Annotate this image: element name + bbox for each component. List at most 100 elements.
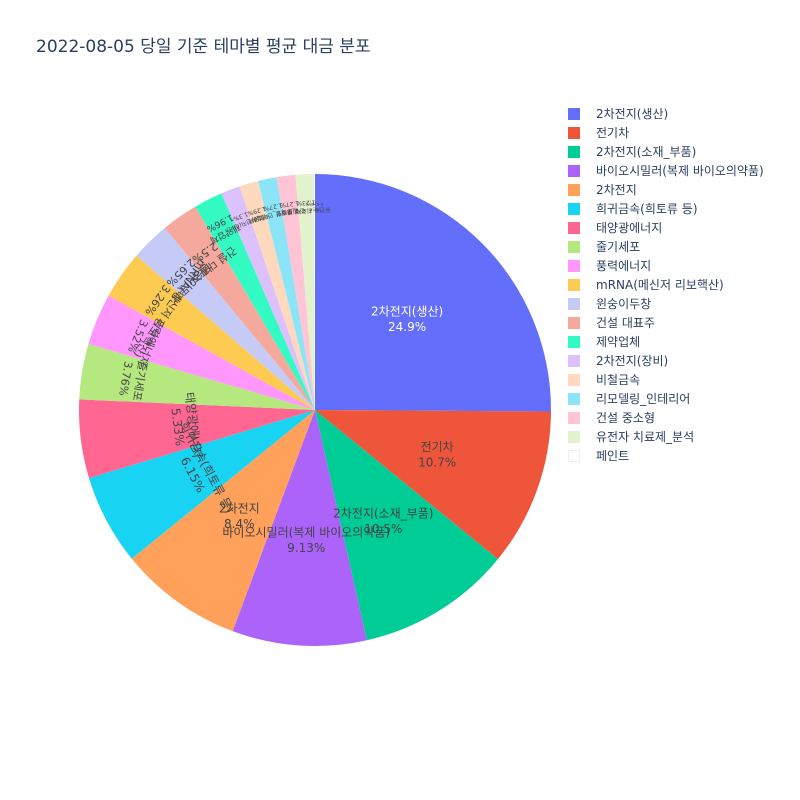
legend-swatch xyxy=(568,164,580,177)
slice-label-name: 유전자 치료제_분석 xyxy=(282,206,331,216)
legend-item[interactable]: 바이오시밀러(복제 바이오의약품) xyxy=(568,161,764,180)
legend-label: 유전자 치료제_분석 xyxy=(596,430,695,444)
legend-item[interactable]: 유전자 치료제_분석 xyxy=(568,427,764,446)
legend-label: 희귀금속(희토류 등) xyxy=(596,202,698,216)
legend-swatch xyxy=(568,373,580,386)
legend-label: 윈숭이두창 xyxy=(596,297,652,311)
legend-item[interactable]: 2차전지(장비) xyxy=(568,351,764,370)
legend-item[interactable]: 풍력에너지 xyxy=(568,256,764,275)
legend-label: 리모델링_인테리어 xyxy=(596,392,691,406)
slice-label: 2차전지(생산)24.9% xyxy=(371,305,443,335)
slice-label-name: 전기차 xyxy=(421,440,454,454)
legend-label: 2차전지 xyxy=(596,183,637,197)
legend-item[interactable]: 페인트 xyxy=(568,446,764,465)
pie-slice xyxy=(78,399,315,479)
legend-item[interactable]: 건설 중소형 xyxy=(568,408,764,427)
slice-label: 바이오시밀러(복제 바이오의약품)9.13% xyxy=(222,525,390,556)
legend-swatch xyxy=(568,183,580,196)
legend-swatch xyxy=(568,221,580,234)
slice-label-percent: 10.5% xyxy=(364,522,402,536)
legend-label: 전기차 xyxy=(596,126,630,140)
pie-slice xyxy=(276,174,315,410)
legend-item[interactable]: 전기차 xyxy=(568,123,764,142)
legend-item[interactable]: 줄기세포 xyxy=(568,237,764,256)
legend-item[interactable]: 2차전지(생산) xyxy=(568,104,764,123)
pie-slice xyxy=(221,186,315,410)
pie-slice xyxy=(131,410,315,632)
pie-slice xyxy=(315,410,498,641)
chart-title: 2022-08-05 당일 기준 테마별 평균 대금 분포 xyxy=(36,37,371,57)
legend-item[interactable]: 윈숭이두창 xyxy=(568,294,764,313)
pie-slice xyxy=(108,255,315,410)
legend-swatch xyxy=(568,297,580,310)
legend-label: 바이오시밀러(복제 바이오의약품) xyxy=(596,164,764,178)
slice-label-percent: 9.13% xyxy=(287,541,325,555)
legend-label: 제약업체 xyxy=(596,335,641,349)
slice-label-percent: 5.33% xyxy=(168,407,187,447)
legend-label: 2차전지(소재_부품) xyxy=(596,145,697,159)
legend-item[interactable]: 건설 대표주 xyxy=(568,313,764,332)
legend-swatch xyxy=(568,145,580,158)
slice-label-percent: 3.76% xyxy=(116,360,135,397)
legend-label: 2차전지(장비) xyxy=(596,354,669,368)
legend-label: 건설 중소형 xyxy=(596,411,656,425)
slice-label: 전기차 10.7% xyxy=(418,440,456,470)
pie-slice xyxy=(195,193,315,410)
slice-label: 유전자 치료제_분석1.23% xyxy=(282,199,331,216)
legend-item[interactable]: 태양광에너지 xyxy=(568,218,764,237)
legend-label: 풍력에너지 xyxy=(596,259,652,273)
legend-swatch xyxy=(568,107,580,120)
slice-label-name: 바이오시밀러(복제 바이오의약품) xyxy=(222,525,390,540)
legend-label: 건설 대표주 xyxy=(596,316,656,330)
legend-swatch xyxy=(568,392,580,405)
legend-swatch xyxy=(568,411,580,424)
legend-item[interactable]: 리모델링_인테리어 xyxy=(568,389,764,408)
legend-swatch xyxy=(568,449,580,462)
legend-swatch xyxy=(568,335,580,348)
pie-slice xyxy=(239,180,315,410)
slice-label-name: 건설 중소형 xyxy=(275,206,305,218)
pie-slice xyxy=(315,174,551,412)
pie-slice xyxy=(89,410,315,559)
pie-slices xyxy=(78,174,551,647)
slice-label-percent: 24.9% xyxy=(388,320,426,334)
legend-item[interactable]: 제약업체 xyxy=(568,332,764,351)
legend-swatch xyxy=(568,259,580,272)
slice-label-percent: 10.7% xyxy=(418,456,456,470)
slice-label: 2차전지 8.4% xyxy=(219,501,260,531)
slice-label-name: 페인트 xyxy=(309,207,320,213)
pie-slice xyxy=(313,174,315,410)
legend-label: 줄기세포 xyxy=(596,240,641,254)
legend-swatch xyxy=(568,354,580,367)
slice-label-percent: 0.0788% xyxy=(305,202,323,207)
legend-item[interactable]: mRNA(메신저 리보핵산) xyxy=(568,275,764,294)
legend-swatch xyxy=(568,126,580,139)
legend-swatch xyxy=(568,278,580,291)
pie-slice xyxy=(258,177,315,410)
legend-label: 페인트 xyxy=(596,449,630,463)
legend-item[interactable]: 2차전지(소재_부품) xyxy=(568,142,764,161)
legend-label: 비철금속 xyxy=(596,373,641,387)
pie-slice xyxy=(232,410,367,647)
legend-item[interactable]: 2차전지 xyxy=(568,180,764,199)
legend-swatch xyxy=(568,430,580,443)
slice-label-percent: 1.23% xyxy=(296,199,316,207)
pie-slice xyxy=(164,206,315,410)
slice-label: 2차전지(소재_부품) 10.5% xyxy=(333,506,433,536)
pie-slice xyxy=(79,344,316,410)
pie-slice xyxy=(315,410,551,560)
legend-swatch xyxy=(568,316,580,329)
pie-slice xyxy=(136,228,315,410)
slice-label-percent: 1.27% xyxy=(263,201,283,212)
pie-slice xyxy=(88,295,315,410)
legend-swatch xyxy=(568,240,580,253)
slice-label-name: 2차전지(소재_부품) xyxy=(333,506,433,520)
legend-item[interactable]: 희귀금속(희토류 등) xyxy=(568,199,764,218)
pie-slice xyxy=(295,174,315,410)
legend-label: 2차전지(생산) xyxy=(596,107,669,121)
legend-item[interactable]: 비철금속 xyxy=(568,370,764,389)
legend-label: 태양광에너지 xyxy=(596,221,663,235)
legend-swatch xyxy=(568,202,580,215)
slice-label-name: 2차전지 xyxy=(219,501,260,515)
